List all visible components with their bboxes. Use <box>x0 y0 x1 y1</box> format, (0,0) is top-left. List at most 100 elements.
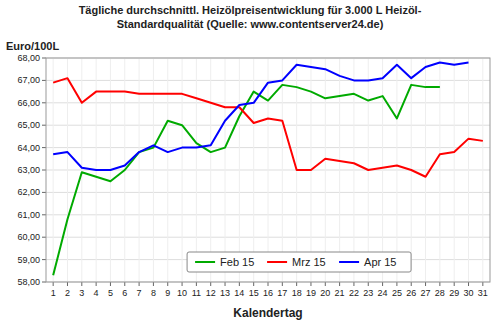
y-tick-label: 59,00 <box>17 255 40 265</box>
x-tick <box>96 282 97 286</box>
plot-frame <box>46 58 490 282</box>
y-tick-label: 62,00 <box>17 187 40 197</box>
x-tick <box>411 282 412 286</box>
chart: Tägliche durchschnittl. Heizölpreisentwi… <box>0 0 500 323</box>
x-tick <box>139 282 140 286</box>
x-grid-line <box>53 58 54 282</box>
y-tick <box>42 58 46 59</box>
y-tick-label: 67,00 <box>17 75 40 85</box>
x-tick <box>67 282 68 286</box>
x-tick <box>468 282 469 286</box>
x-tick-label: 24 <box>378 288 388 298</box>
x-grid-line <box>182 58 183 282</box>
y-tick-label: 68,00 <box>17 53 40 63</box>
x-tick <box>454 282 455 286</box>
x-grid-line <box>153 58 154 282</box>
x-grid-line <box>167 58 168 282</box>
legend-label: Feb 15 <box>220 256 254 268</box>
legend-box <box>187 252 411 272</box>
x-tick-label: 23 <box>363 288 373 298</box>
x-tick <box>253 282 254 286</box>
x-grid-line <box>196 58 197 282</box>
x-tick-label: 22 <box>349 288 359 298</box>
y-axis-label: Euro/100L <box>6 40 59 52</box>
x-grid-line <box>468 58 469 282</box>
x-tick <box>310 282 311 286</box>
x-grid-line <box>67 58 68 282</box>
x-tick-label: 8 <box>151 288 156 298</box>
x-tick-label: 14 <box>234 288 244 298</box>
series-line <box>53 62 468 170</box>
legend-label: Mrz 15 <box>292 256 326 268</box>
x-grid-line <box>439 58 440 282</box>
x-tick <box>296 282 297 286</box>
y-tick-label: 63,00 <box>17 165 40 175</box>
x-tick <box>167 282 168 286</box>
legend-label: Apr 15 <box>364 256 396 268</box>
x-tick-label: 25 <box>392 288 402 298</box>
y-tick <box>42 80 46 81</box>
x-tick-label: 20 <box>320 288 330 298</box>
series-line <box>53 85 440 275</box>
grid <box>46 58 490 282</box>
x-tick-label: 27 <box>421 288 431 298</box>
x-tick <box>239 282 240 286</box>
x-tick-label: 19 <box>306 288 316 298</box>
x-tick-label: 10 <box>177 288 187 298</box>
x-tick-label: 9 <box>165 288 170 298</box>
x-tick <box>124 282 125 286</box>
title-line: Standardqualität (Quelle: www.contentser… <box>117 18 384 30</box>
x-grid-line <box>139 58 140 282</box>
y-tick-label: 64,00 <box>17 143 40 153</box>
x-tick <box>210 282 211 286</box>
x-tick-label: 1 <box>51 288 56 298</box>
x-tick-label: 30 <box>464 288 474 298</box>
y-tick <box>42 192 46 193</box>
x-grid-line <box>382 58 383 282</box>
y-tick-label: 58,00 <box>17 277 40 287</box>
x-tick <box>396 282 397 286</box>
y-tick <box>42 102 46 103</box>
legend: Feb 15 Mrz 15 Apr 15 <box>187 252 411 272</box>
x-tick <box>425 282 426 286</box>
x-tick-label: 12 <box>206 288 216 298</box>
x-tick-label: 2 <box>65 288 70 298</box>
x-grid-line <box>454 58 455 282</box>
axes: 58,0059,0060,0061,0062,0063,0064,0065,00… <box>17 53 490 298</box>
title: Tägliche durchschnittl. Heizölpreisentwi… <box>79 4 422 30</box>
x-tick <box>482 282 483 286</box>
x-tick <box>325 282 326 286</box>
y-tick <box>42 147 46 148</box>
y-tick-label: 61,00 <box>17 210 40 220</box>
legend-swatch <box>267 261 287 263</box>
y-tick <box>42 125 46 126</box>
x-tick-label: 26 <box>406 288 416 298</box>
y-tick <box>42 237 46 238</box>
x-grid-line <box>225 58 226 282</box>
x-tick <box>182 282 183 286</box>
y-tick <box>42 214 46 215</box>
x-tick-label: 31 <box>478 288 488 298</box>
x-tick-label: 7 <box>137 288 142 298</box>
x-tick <box>268 282 269 286</box>
x-tick-label: 13 <box>220 288 230 298</box>
y-tick-label: 65,00 <box>17 120 40 130</box>
x-tick-label: 18 <box>292 288 302 298</box>
x-grid-line <box>425 58 426 282</box>
x-tick-label: 4 <box>94 288 99 298</box>
x-tick <box>53 282 54 286</box>
series-lines <box>53 62 483 275</box>
x-tick-label: 11 <box>192 288 201 298</box>
y-tick <box>42 282 46 283</box>
x-tick <box>339 282 340 286</box>
y-tick-label: 66,00 <box>17 98 40 108</box>
x-grid-line <box>81 58 82 282</box>
series-line <box>53 78 483 177</box>
x-tick-label: 5 <box>108 288 113 298</box>
x-tick <box>353 282 354 286</box>
x-tick-label: 16 <box>263 288 273 298</box>
x-grid-line <box>210 58 211 282</box>
x-tick <box>382 282 383 286</box>
x-tick-label: 28 <box>435 288 445 298</box>
y-tick <box>42 170 46 171</box>
